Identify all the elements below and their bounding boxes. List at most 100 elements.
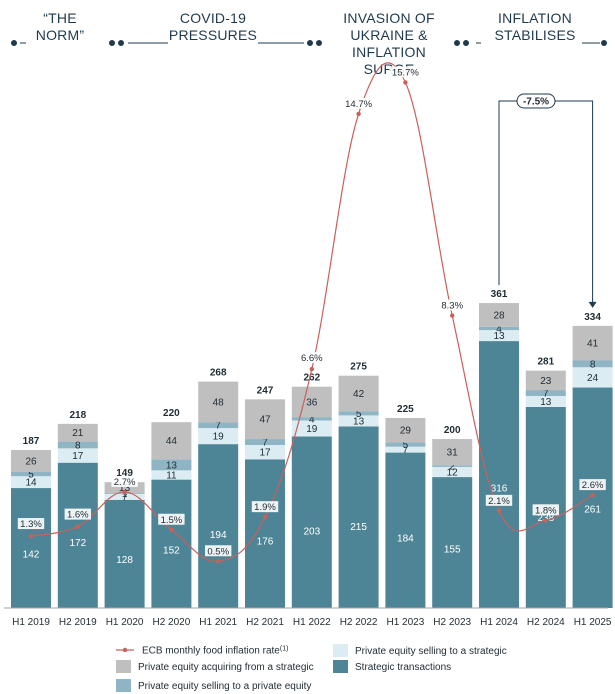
bar-group-h2-2022: 215 135 42 275 [338,362,379,608]
phase-connector-dot [601,40,607,46]
bar-group-h1-2022: 203 194 36 262 [291,373,332,608]
x-tick-label: H2 2019 [59,617,97,628]
bar-segment-pe_sell_pe [572,360,613,368]
inflation-point-label: 1.5% [161,515,183,526]
inflation-point-label: 6.6% [301,353,323,364]
bar-value-label: 152 [163,546,180,557]
inflation-point [75,524,81,529]
legend-label-strategic: Strategic transactions [355,662,451,673]
bar-value-label: 7 [215,421,221,432]
inflation-point [216,559,221,564]
bar-value-label: 2 [449,462,455,473]
inflation-label-bg [342,97,375,109]
bar-value-label: 36 [306,397,318,408]
bar-segment-pe_sell_strategic [572,367,613,388]
x-tick-label: H1 2020 [106,617,144,628]
bar-segment-strategic [104,499,145,608]
inflation-label-bg [17,518,45,530]
phase-connectors [11,40,607,46]
inflation-label-bg [205,545,232,557]
x-tick-label: H2 2020 [152,617,190,628]
x-tick-label: H1 2025 [574,617,612,628]
inflation-label-bg [298,352,325,364]
x-tick-label: H1 2023 [386,617,424,628]
bar-segment-strategic [432,477,473,608]
bar-value-label: 13 [353,416,365,427]
bar-segment-pe_acq_strategic [198,381,239,423]
bar-value-label: 5 [28,470,34,481]
inflation-label-bg [111,475,138,487]
phase-title-line: “THE [43,10,76,26]
inflation-point [496,508,502,514]
x-tick-label: H1 2021 [199,617,237,628]
bar-total-label: 200 [444,425,461,436]
inflation-point [590,492,595,498]
bar-value-label: 261 [584,504,601,515]
bar-value-label: 26 [25,457,37,468]
bar-group-h1-2025: 261 24 8 41 334 [572,312,613,608]
bar-value-label: 11 [166,470,177,481]
bar-segment-pe_acq_strategic [104,482,145,494]
bar-segment-strategic [572,387,613,608]
bar-value-label: 128 [116,555,133,566]
bar-group-h1-2023: 184 75 29 225 [385,404,426,608]
bar-value-label: 172 [69,538,86,549]
legend-label-pe_sell_pe: Private equity selling to a private equi… [138,681,311,692]
bar-segment-pe_acq_strategic [525,370,566,391]
bar-segment-strategic [385,452,426,608]
inflation-point [403,80,408,85]
bar-segment-strategic [57,462,98,608]
bar-value-label: 31 [447,448,459,459]
callout-pill [516,93,556,109]
x-tick-label: H2 2022 [340,617,378,628]
inflation-point-label: 1.6% [67,510,89,521]
x-axis: H1 2019 H2 2019 H1 2020 H2 2020 H1 2021 H2 20… [4,607,612,628]
bar-value-label: 316 [491,483,508,494]
phase-connector-dot [11,40,17,46]
phase-connector-dot [307,40,313,46]
bar-segment-pe_sell_pe [151,459,192,471]
inflation-point-label: 14.7% [345,99,372,110]
legend-inflation-text: ECB monthly food inflation rate [142,646,280,657]
bar-segment-pe_sell_strategic [338,415,379,427]
bar-segment-pe_sell_strategic [432,466,473,478]
bar-segment-strategic [11,488,51,608]
x-tick-label: H2 2024 [527,617,565,628]
bar-value-label: 176 [257,537,274,548]
bar-total-label: 225 [397,404,414,415]
bar-segment-pe_sell_strategic [198,428,239,445]
bar-value-label: 41 [587,339,599,350]
bar-value-label: 7 [122,492,128,503]
bar-value-label: 48 [213,397,225,408]
inflation-point-label: 0.5% [207,546,229,557]
bar-total-label: 334 [584,312,601,323]
bar-value-label: 203 [303,526,320,537]
legend-swatch-strategic [333,660,348,673]
bar-total-label: 275 [350,362,367,373]
legend-swatch-pe_sell_strategic [333,644,348,657]
bar-segment-pe_acq_strategic [151,422,192,460]
legend-footnote-marker: (1) [280,646,289,653]
inflation-point [169,527,174,532]
phase-title-line: UKRAINE & [350,27,428,43]
bar-total-label: 268 [210,368,227,379]
bar-value-label: 47 [259,415,271,426]
bar-value-label: 19 [306,424,318,435]
inflation-point-label: 2.1% [488,496,510,507]
bar-value-label: 29 [400,426,412,437]
inflation-label-bg [439,299,466,311]
bar-segment-pe_sell_pe [385,442,426,447]
legend: ECB monthly food inflation rate(1) Privat… [116,644,507,692]
bar-total-label: 149 [116,468,133,479]
bar-value-label: 24 [587,373,599,384]
inflation-point-label: 1.9% [254,502,276,513]
bar-segment-pe_sell_strategic [291,420,332,437]
bar-segment-pe_sell_strategic [245,444,285,460]
bar-segment-pe_sell_strategic [151,470,192,480]
bar-value-label: 21 [72,428,84,439]
bar-segment-pe_sell_pe [432,465,473,467]
inflation-label-bg [485,494,513,506]
bar-segment-pe_sell_strategic [525,395,566,407]
bar-group-h1-2024: 316 134 28 361 [479,289,519,608]
